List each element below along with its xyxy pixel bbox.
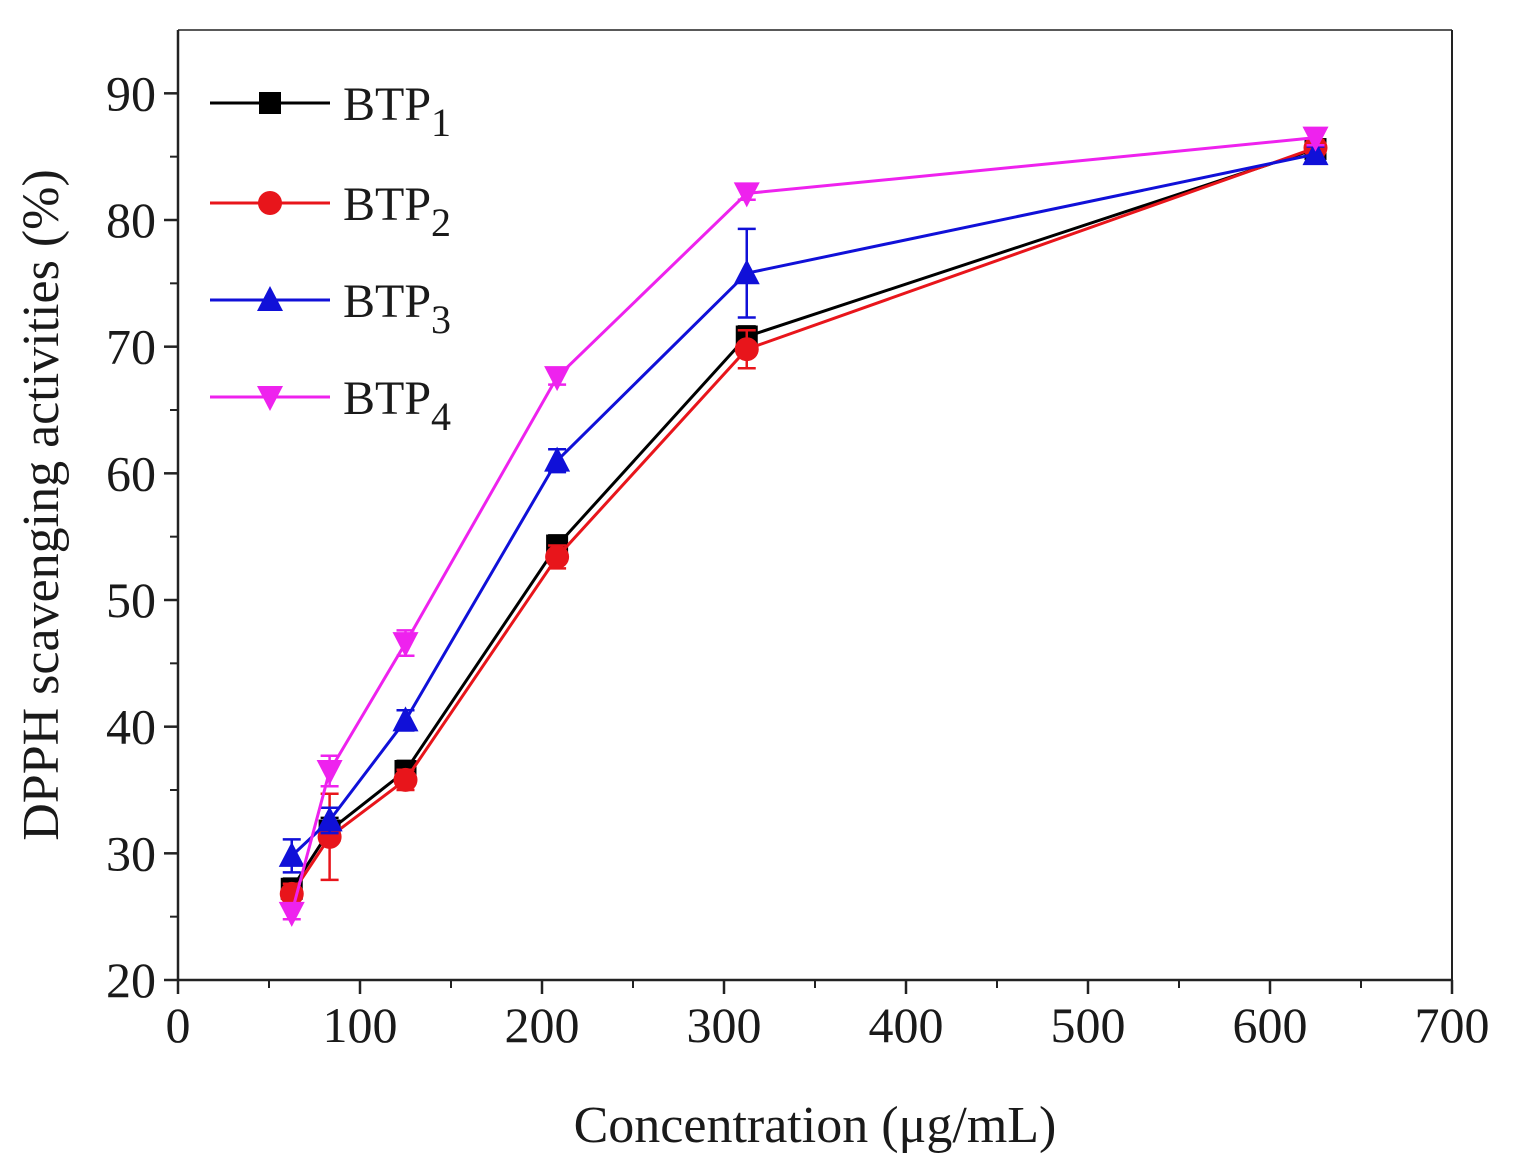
y-tick-label: 80 [106,192,156,248]
data-point [278,841,305,867]
legend-item-3: BTP3 [210,275,451,342]
legend-item-1: BTP1 [210,78,451,145]
series-2 [279,135,1328,906]
y-tick-label: 50 [106,572,156,628]
y-tick-label: 90 [106,65,156,121]
series-1 [280,138,1327,901]
y-tick-label: 30 [106,825,156,881]
x-tick-label: 100 [323,997,398,1053]
legend-item-4: BTP4 [210,372,451,439]
legend-label-text: BTP [343,275,431,328]
legend-label: BTP3 [343,275,451,342]
legend-marker [257,286,283,311]
x-axis: 0 100 200 300 400 500 600 700 [166,980,1490,1053]
data-point [278,901,305,927]
data-point [544,446,571,472]
x-tick-label: 200 [505,997,580,1053]
y-tick-label: 20 [106,952,156,1008]
legend-label-text: BTP [343,178,431,231]
legend-label: BTP2 [343,178,451,245]
series-4 [278,126,1329,927]
y-tick-label: 70 [106,319,156,375]
series-layer [278,126,1329,927]
data-point [1302,140,1329,166]
legend-label-subscript: 1 [431,100,451,145]
x-tick-label: 300 [687,997,762,1053]
data-point [544,366,571,392]
x-tick-label: 600 [1233,997,1308,1053]
y-tick-label: 60 [106,445,156,501]
data-point [734,337,759,362]
series-line [290,152,1316,857]
legend-label: BTP4 [343,372,451,439]
y-tick-label: 40 [106,699,156,755]
data-point [316,806,343,832]
data-point [733,259,760,285]
data-point [393,767,418,792]
data-point [545,544,570,569]
data-point [392,632,419,658]
legend-label: BTP1 [343,78,451,145]
legend-item-2: BTP2 [210,178,451,245]
y-axis-title: DPPH scavenging activities (%) [13,169,70,841]
x-tick-label: 0 [166,997,191,1053]
legend-label-subscript: 2 [431,200,451,245]
x-axis-title: Concentration (μg/mL) [574,1097,1057,1154]
legend-label-text: BTP [343,78,431,131]
x-tick-label: 700 [1415,997,1490,1053]
y-axis: 20 30 40 50 60 70 80 90 [106,65,178,1008]
data-point [392,706,419,732]
data-point [733,182,760,208]
series-line [290,146,1317,895]
data-point [1302,126,1329,152]
legend-marker [259,92,281,114]
legend-marker [258,191,282,215]
series-line [290,136,1316,914]
x-tick-label: 400 [869,997,944,1053]
plot-frame [176,29,1453,982]
series-3 [278,140,1329,874]
x-tick-label: 500 [1051,997,1126,1053]
data-point [316,760,343,785]
legend-marker [257,386,283,411]
legend-label-subscript: 4 [431,394,451,439]
legend-label-subscript: 3 [431,297,451,342]
legend-label-text: BTP [343,372,431,425]
